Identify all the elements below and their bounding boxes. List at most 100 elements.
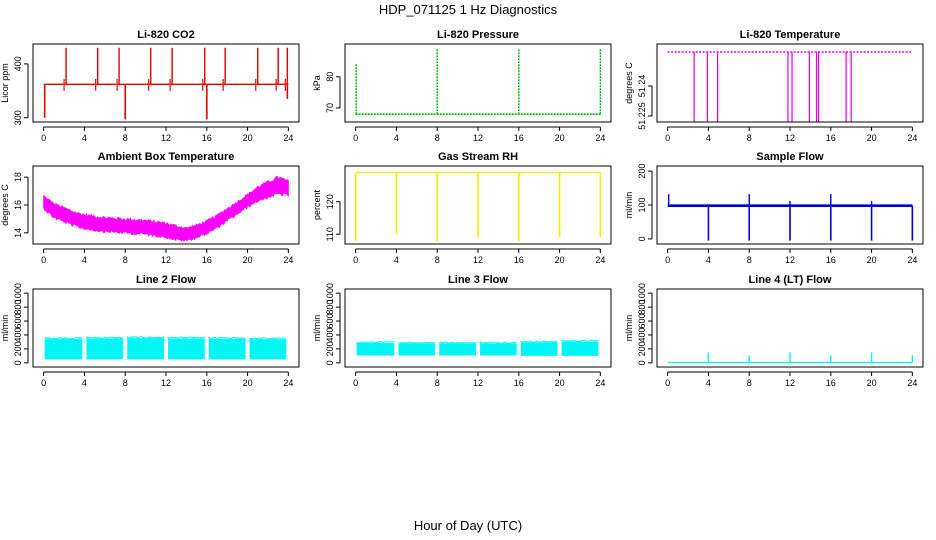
y-tick-label: 600 xyxy=(325,314,335,329)
y-tick-label: 400 xyxy=(13,56,23,71)
flow-segment-edge xyxy=(561,339,599,343)
x-tick-label: 24 xyxy=(283,378,293,388)
y-tick-label: 0 xyxy=(13,360,23,365)
y-axis-label: ml/min xyxy=(624,315,634,342)
data-layer xyxy=(356,339,599,356)
plot-frame xyxy=(656,165,924,245)
x-tick-label: 12 xyxy=(161,255,171,265)
y-tick-label: 400 xyxy=(13,327,23,342)
y-tick-label: 600 xyxy=(13,314,23,329)
flow-segment xyxy=(86,338,124,360)
x-axis-title: Hour of Day (UTC) xyxy=(413,518,523,533)
panel-gas_stream_rh: Gas Stream RH percent 0 4 8 12 16 20 24 110 120 xyxy=(312,151,612,265)
y-tick-label: 600 xyxy=(637,314,647,329)
x-tick-label: 20 xyxy=(867,378,877,388)
flow-segment xyxy=(249,339,287,360)
x-tick-label: 0 xyxy=(41,133,46,143)
x-tick-label: 8 xyxy=(435,378,440,388)
panel-title: Li-820 Pressure xyxy=(437,29,519,41)
y-axis-label: ml/min xyxy=(312,315,322,342)
x-tick-label: 12 xyxy=(785,133,795,143)
y-tick-label: 400 xyxy=(325,327,335,342)
x-tick-label: 0 xyxy=(353,255,358,265)
y-tick-label: 300 xyxy=(13,110,23,125)
flow-segment-edge xyxy=(44,336,83,340)
x-tick-label: 20 xyxy=(555,255,565,265)
y-tick-label: 100 xyxy=(637,197,647,212)
panel-title: Ambient Box Temperature xyxy=(98,151,235,163)
y-tick-label: 200 xyxy=(13,341,23,356)
flow-segment-edge xyxy=(398,341,436,344)
x-tick-label: 4 xyxy=(706,133,711,143)
y-axis-label: degrees C xyxy=(0,184,10,226)
y-axis-label: ml/min xyxy=(624,192,634,219)
plot-frame xyxy=(32,165,300,245)
x-tick-label: 4 xyxy=(394,133,399,143)
flow-segment xyxy=(561,341,599,356)
plot-frame xyxy=(656,43,924,123)
x-tick-label: 24 xyxy=(595,133,605,143)
y-tick-label: 1000 xyxy=(13,283,23,303)
x-tick-label: 12 xyxy=(785,378,795,388)
y-tick-label: 14 xyxy=(13,228,23,238)
data-layer xyxy=(354,171,602,241)
x-tick-label: 8 xyxy=(747,255,752,265)
x-tick-label: 8 xyxy=(123,378,128,388)
x-tick-label: 24 xyxy=(907,133,917,143)
x-tick-label: 0 xyxy=(353,378,358,388)
y-tick-label: 110 xyxy=(325,227,335,241)
x-tick-label: 4 xyxy=(82,133,87,143)
x-tick-label: 24 xyxy=(595,378,605,388)
y-axis-label: kPa xyxy=(312,75,322,91)
y-tick-label: 1000 xyxy=(325,283,335,303)
x-tick-label: 4 xyxy=(706,255,711,265)
y-tick-label: 120 xyxy=(325,194,335,209)
x-tick-label: 12 xyxy=(161,378,171,388)
panel-co2: Li-820 CO2 Licor ppm 0 4 8 12 16 20 24 300 400 xyxy=(0,29,300,143)
data-layer xyxy=(667,194,914,241)
data-layer xyxy=(44,336,287,360)
flow-segment xyxy=(44,338,83,360)
panel-title: Li-820 CO2 xyxy=(137,29,194,41)
panel-title: Line 2 Flow xyxy=(136,274,196,286)
x-tick-label: 24 xyxy=(595,255,605,265)
x-tick-label: 8 xyxy=(435,255,440,265)
flow-segment xyxy=(127,338,164,360)
data-layer xyxy=(667,51,913,122)
x-tick-label: 0 xyxy=(665,378,670,388)
data-layer xyxy=(667,352,914,364)
y-axis-label: percent xyxy=(312,189,322,220)
plot-frame xyxy=(344,165,612,245)
x-tick-label: 16 xyxy=(826,378,836,388)
x-tick-label: 12 xyxy=(473,255,483,265)
panel-ambient_box_temp: Ambient Box Temperature degrees C 0 4 8 12 16 2… xyxy=(0,151,300,265)
plot-frame xyxy=(656,288,924,368)
x-tick-label: 12 xyxy=(785,255,795,265)
y-tick-label: 80 xyxy=(325,72,335,82)
flow-segment xyxy=(168,338,205,360)
x-tick-label: 16 xyxy=(514,378,524,388)
x-tick-label: 24 xyxy=(283,133,293,143)
x-tick-label: 0 xyxy=(665,255,670,265)
y-tick-label: 200 xyxy=(637,164,647,179)
x-tick-label: 0 xyxy=(41,255,46,265)
flow-segment xyxy=(439,343,476,356)
x-tick-label: 8 xyxy=(435,133,440,143)
data-layer xyxy=(355,48,602,115)
series-band xyxy=(43,175,289,243)
x-tick-label: 8 xyxy=(123,255,128,265)
panel-title: Li-820 Temperature xyxy=(740,29,841,41)
x-tick-label: 20 xyxy=(243,255,253,265)
panel-title: Gas Stream RH xyxy=(438,151,518,163)
plot-frame xyxy=(344,288,612,368)
x-tick-label: 4 xyxy=(706,378,711,388)
y-tick-label: 70 xyxy=(325,103,335,113)
panel-line3_flow: Line 3 Flow ml/min 0 4 8 12 16 20 24 0 20040060080… xyxy=(312,274,612,388)
y-tick-label: 800 xyxy=(637,300,647,315)
flow-segment-edge xyxy=(167,336,205,340)
y-tick-label: 0 xyxy=(637,236,647,241)
x-tick-label: 4 xyxy=(82,255,87,265)
x-tick-label: 20 xyxy=(243,378,253,388)
flow-segment xyxy=(520,342,558,356)
flow-segment xyxy=(208,338,246,360)
